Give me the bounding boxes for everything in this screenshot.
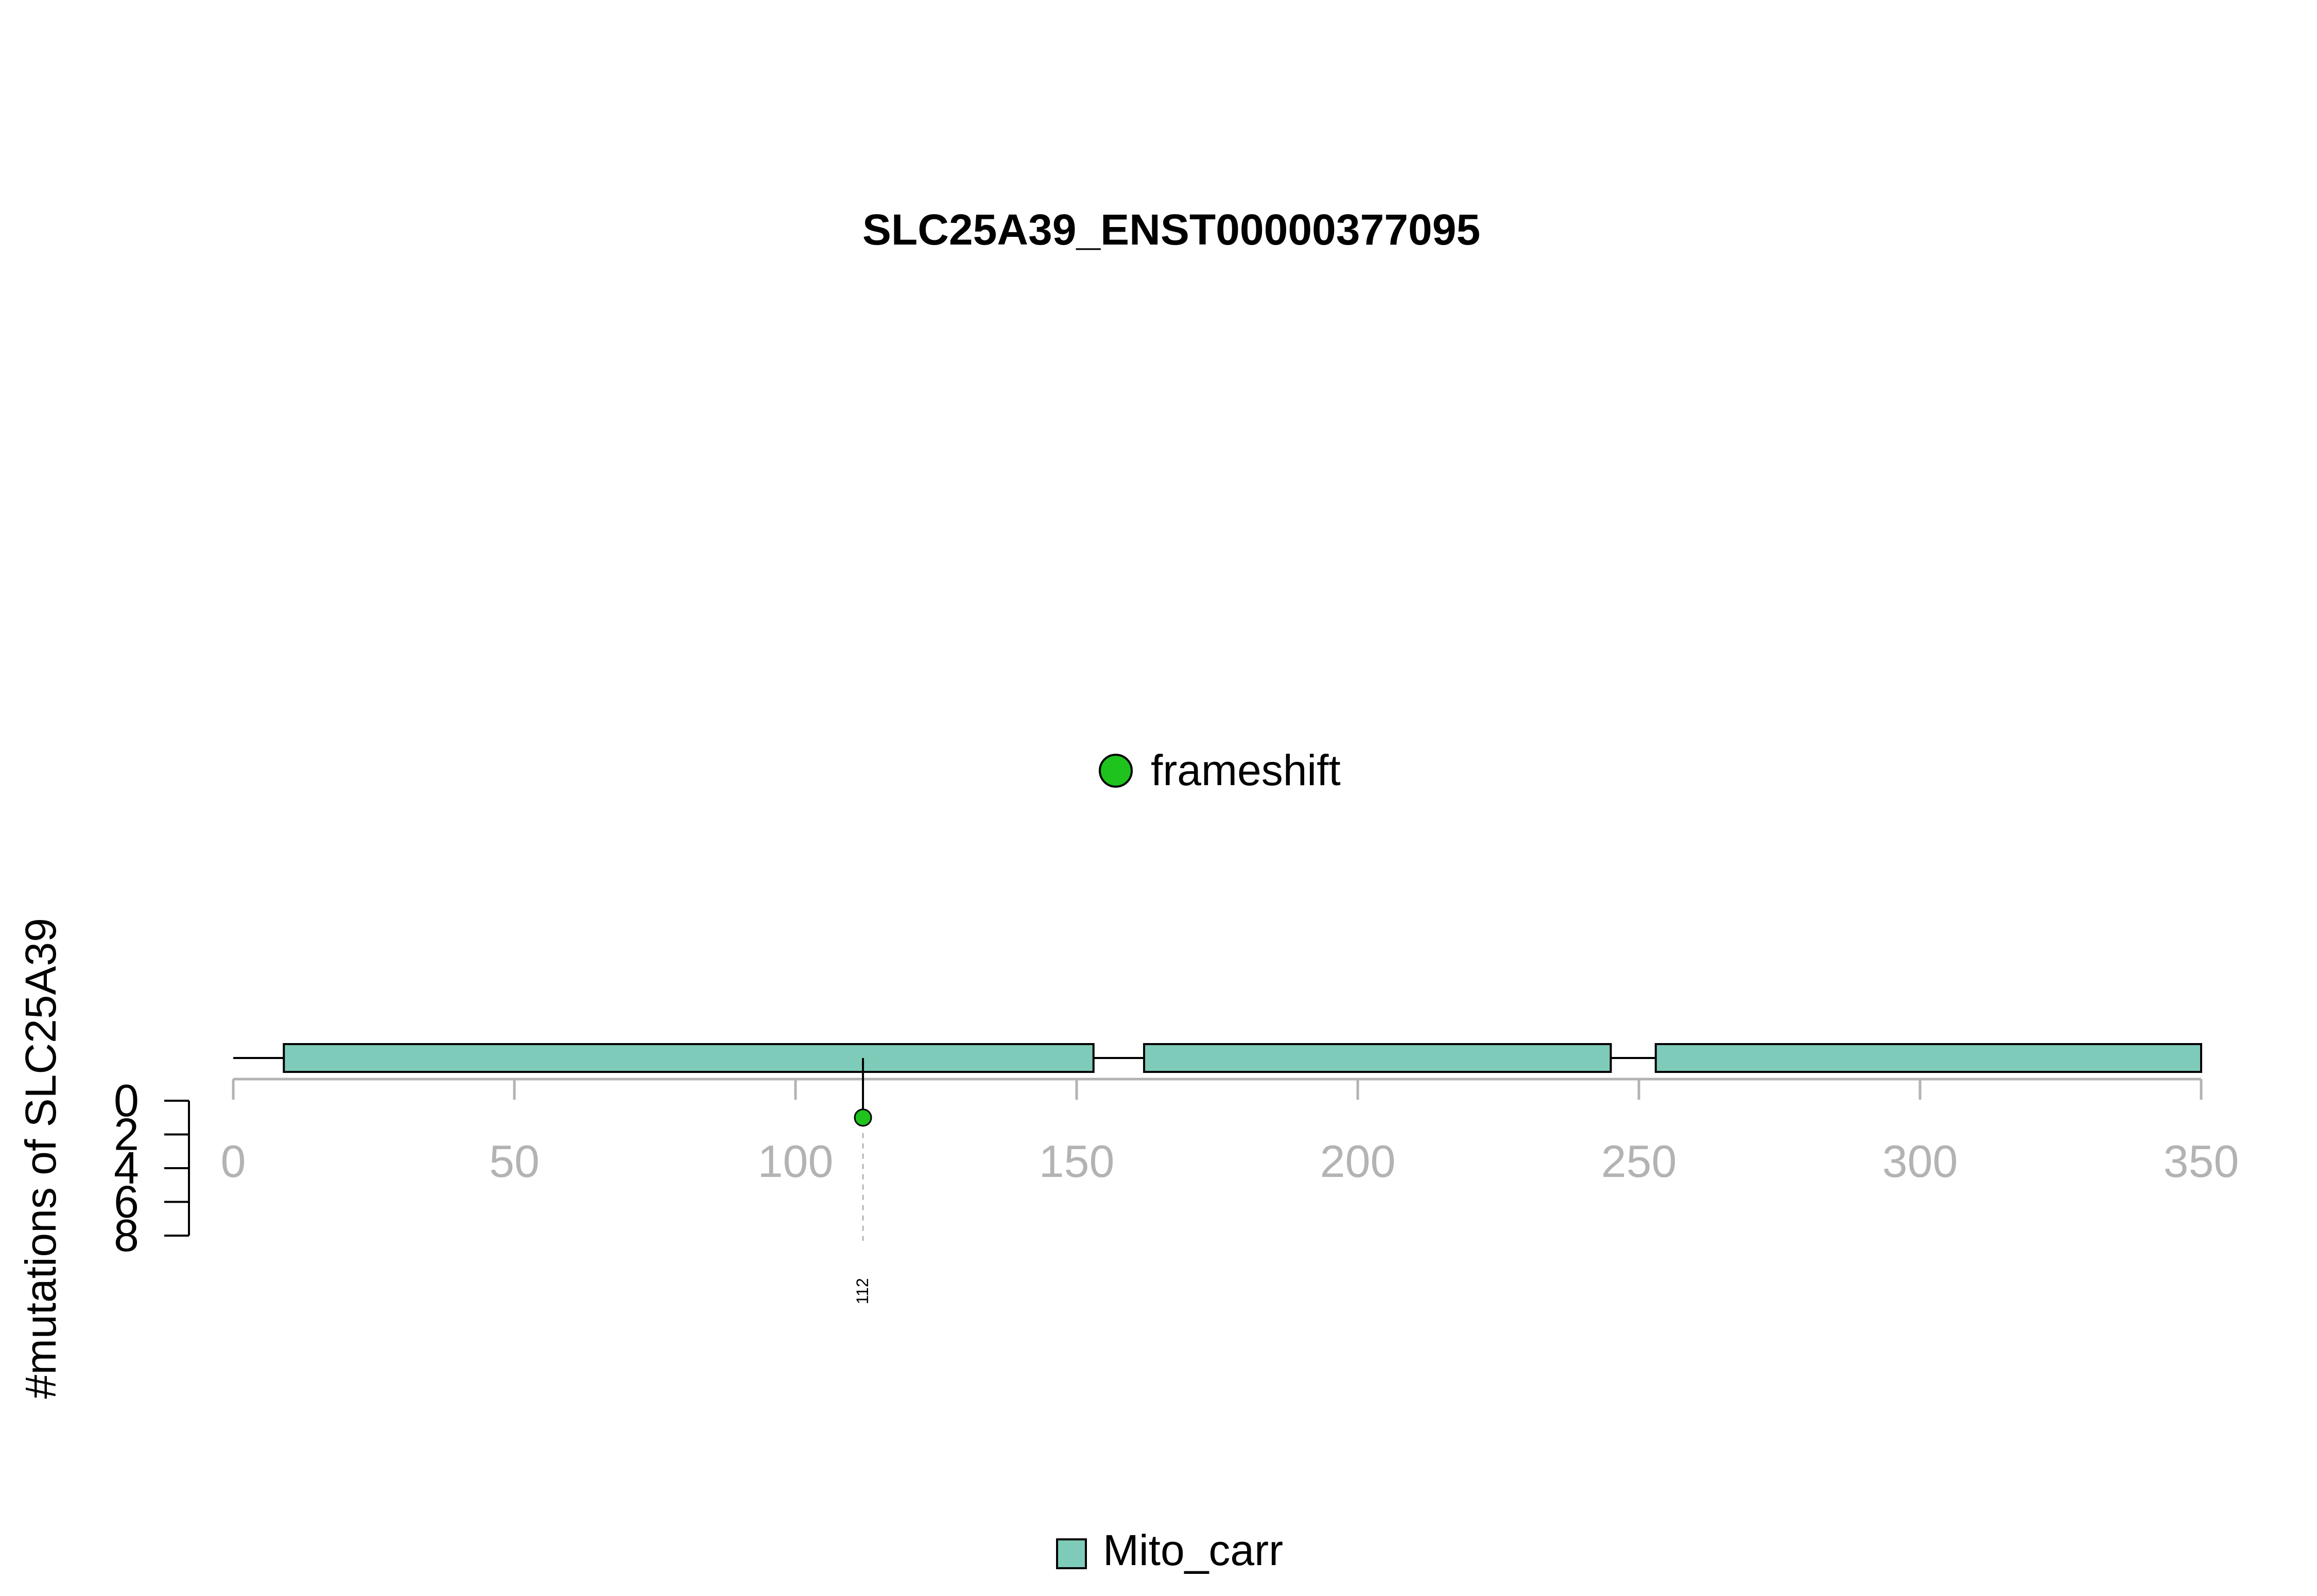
y-axis-label: #mutations of SLC25A39: [16, 918, 65, 1399]
domain-box-2: [1143, 1043, 1612, 1073]
legend-frameshift-label: frameshift: [1151, 746, 1341, 794]
domain-box-1: [283, 1043, 1095, 1073]
legend-domain-swatch: [1056, 1538, 1087, 1569]
x-tick-label: 350: [2164, 1136, 2239, 1187]
x-axis: 0 50 100 150 200 250 300 350: [221, 1078, 2239, 1187]
x-tick-label: 0: [221, 1136, 246, 1187]
domain-legend: Mito_carr: [1056, 1526, 1283, 1574]
domain-box-3: [1654, 1043, 2202, 1073]
legend-domain-label: Mito_carr: [1103, 1526, 1283, 1574]
y-tick-label: 6: [114, 1176, 139, 1227]
x-tick-label: 250: [1601, 1136, 1677, 1187]
x-tick-label: 300: [1882, 1136, 1958, 1187]
mutation-layer: 112: [853, 1058, 872, 1305]
x-tick-label: 200: [1320, 1136, 1396, 1187]
mutation-point: [854, 1108, 872, 1127]
y-tick-label: 8: [114, 1210, 139, 1261]
x-tick-label: 50: [489, 1136, 540, 1187]
mutation-position-label: 112: [853, 1278, 872, 1304]
y-axis-label-group: #mutations of SLC25A39: [16, 918, 65, 1399]
y-tick-label: 4: [114, 1142, 139, 1193]
mutation-legend: frameshift: [1099, 746, 1341, 794]
chart-title: SLC25A39_ENST00000377095: [862, 205, 1480, 254]
x-tick-label: 150: [1039, 1136, 1115, 1187]
x-tick-label: 100: [758, 1136, 834, 1187]
legend-frameshift-marker: [1099, 754, 1133, 788]
y-tick-label: 0: [114, 1075, 139, 1126]
domain-layer: [283, 1043, 2202, 1073]
y-tick-label: 2: [114, 1109, 139, 1160]
